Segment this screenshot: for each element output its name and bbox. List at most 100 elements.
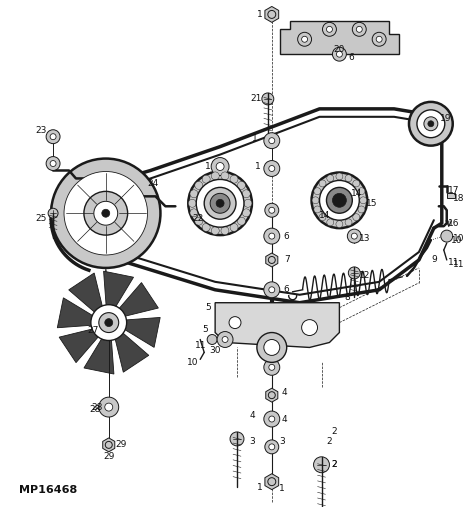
Text: 17: 17 (448, 186, 459, 195)
Circle shape (105, 319, 113, 327)
Circle shape (204, 187, 236, 219)
Circle shape (211, 227, 219, 235)
Circle shape (46, 130, 60, 144)
Circle shape (230, 432, 244, 446)
Circle shape (91, 305, 127, 340)
Circle shape (264, 359, 280, 375)
Text: 9: 9 (431, 256, 437, 265)
Text: 1: 1 (205, 162, 211, 171)
Text: 1: 1 (255, 162, 261, 171)
Circle shape (322, 22, 337, 36)
Text: 23: 23 (36, 126, 47, 135)
Circle shape (202, 175, 210, 183)
Circle shape (229, 316, 241, 329)
Polygon shape (266, 253, 278, 267)
Text: 4: 4 (282, 388, 288, 397)
Circle shape (311, 173, 367, 228)
Text: 4: 4 (249, 410, 255, 420)
Text: 1: 1 (279, 484, 284, 493)
Circle shape (352, 22, 366, 36)
Text: 25: 25 (36, 214, 47, 223)
Circle shape (269, 233, 275, 239)
Text: 4: 4 (282, 415, 288, 424)
Bar (447, 194, 455, 198)
Circle shape (264, 282, 280, 298)
Text: MP16468: MP16468 (19, 485, 78, 495)
Circle shape (99, 312, 118, 333)
Polygon shape (215, 303, 339, 347)
Circle shape (211, 172, 219, 180)
Circle shape (424, 117, 438, 131)
Circle shape (264, 161, 280, 176)
Circle shape (188, 172, 252, 235)
Polygon shape (84, 330, 114, 374)
Circle shape (332, 47, 346, 61)
Circle shape (84, 192, 128, 235)
Polygon shape (59, 327, 105, 363)
Polygon shape (266, 388, 278, 402)
Circle shape (264, 133, 280, 149)
Circle shape (265, 440, 279, 454)
Text: 22: 22 (192, 214, 204, 223)
Circle shape (262, 93, 274, 105)
Circle shape (314, 206, 321, 213)
Text: 11: 11 (448, 259, 459, 267)
Text: 1: 1 (257, 10, 263, 19)
Circle shape (336, 173, 343, 180)
Polygon shape (103, 438, 115, 452)
Text: 29: 29 (115, 440, 127, 450)
Text: 1: 1 (257, 483, 263, 492)
Circle shape (99, 397, 118, 417)
Text: 10: 10 (186, 358, 198, 367)
Circle shape (348, 267, 360, 279)
Polygon shape (57, 298, 101, 328)
Circle shape (190, 209, 198, 217)
Circle shape (376, 36, 382, 42)
Circle shape (301, 320, 318, 335)
Circle shape (353, 180, 360, 187)
Text: 3: 3 (249, 437, 255, 447)
Circle shape (428, 121, 434, 127)
Circle shape (269, 207, 275, 213)
Text: 8: 8 (345, 293, 350, 302)
Circle shape (327, 187, 352, 213)
Circle shape (358, 188, 365, 195)
Circle shape (64, 172, 147, 255)
Circle shape (230, 224, 238, 231)
Circle shape (351, 233, 357, 239)
Circle shape (237, 181, 246, 189)
Text: 10: 10 (451, 236, 463, 244)
Polygon shape (104, 271, 134, 315)
Circle shape (207, 335, 217, 344)
Text: 14: 14 (351, 189, 362, 198)
Circle shape (372, 33, 386, 46)
Circle shape (269, 138, 275, 144)
Circle shape (313, 457, 329, 473)
Circle shape (337, 51, 342, 57)
Circle shape (221, 227, 229, 235)
Circle shape (48, 208, 58, 218)
Circle shape (217, 332, 233, 347)
Circle shape (195, 217, 203, 225)
Circle shape (269, 287, 275, 293)
Text: 28: 28 (89, 404, 100, 414)
Circle shape (211, 157, 229, 175)
Circle shape (257, 333, 287, 362)
Circle shape (188, 199, 196, 207)
Circle shape (196, 179, 244, 227)
Circle shape (242, 190, 250, 198)
Text: 16: 16 (448, 218, 459, 228)
Circle shape (314, 188, 321, 195)
Polygon shape (69, 273, 105, 319)
Circle shape (230, 175, 238, 183)
Circle shape (264, 411, 280, 427)
Text: 28: 28 (91, 403, 102, 411)
Circle shape (46, 156, 60, 171)
Text: 19: 19 (440, 114, 452, 123)
Text: 2: 2 (332, 460, 337, 469)
Circle shape (237, 217, 246, 225)
Circle shape (105, 403, 113, 411)
Circle shape (345, 175, 352, 182)
Polygon shape (117, 318, 160, 347)
Text: 11: 11 (194, 341, 206, 350)
